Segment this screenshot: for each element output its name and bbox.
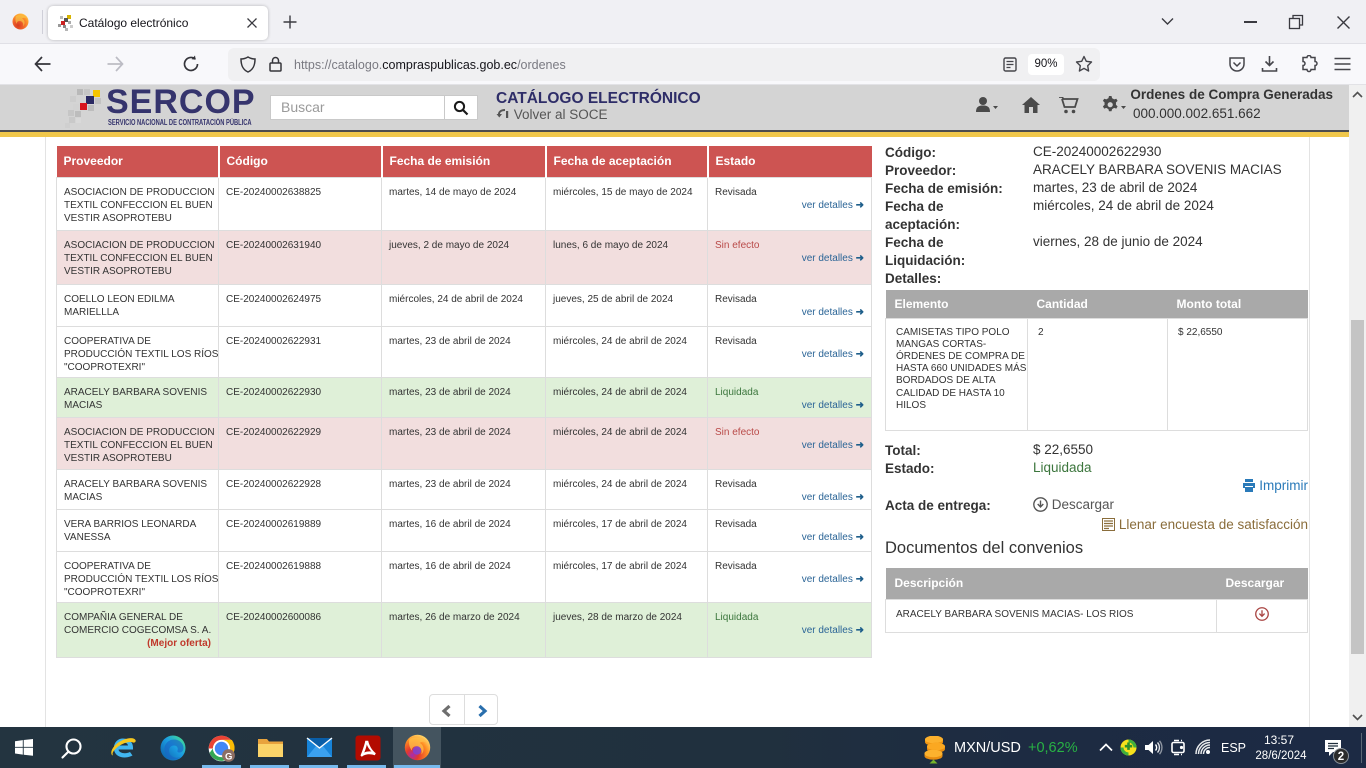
svg-text:G: G bbox=[225, 751, 232, 762]
svg-text:2: 2 bbox=[1338, 751, 1344, 763]
